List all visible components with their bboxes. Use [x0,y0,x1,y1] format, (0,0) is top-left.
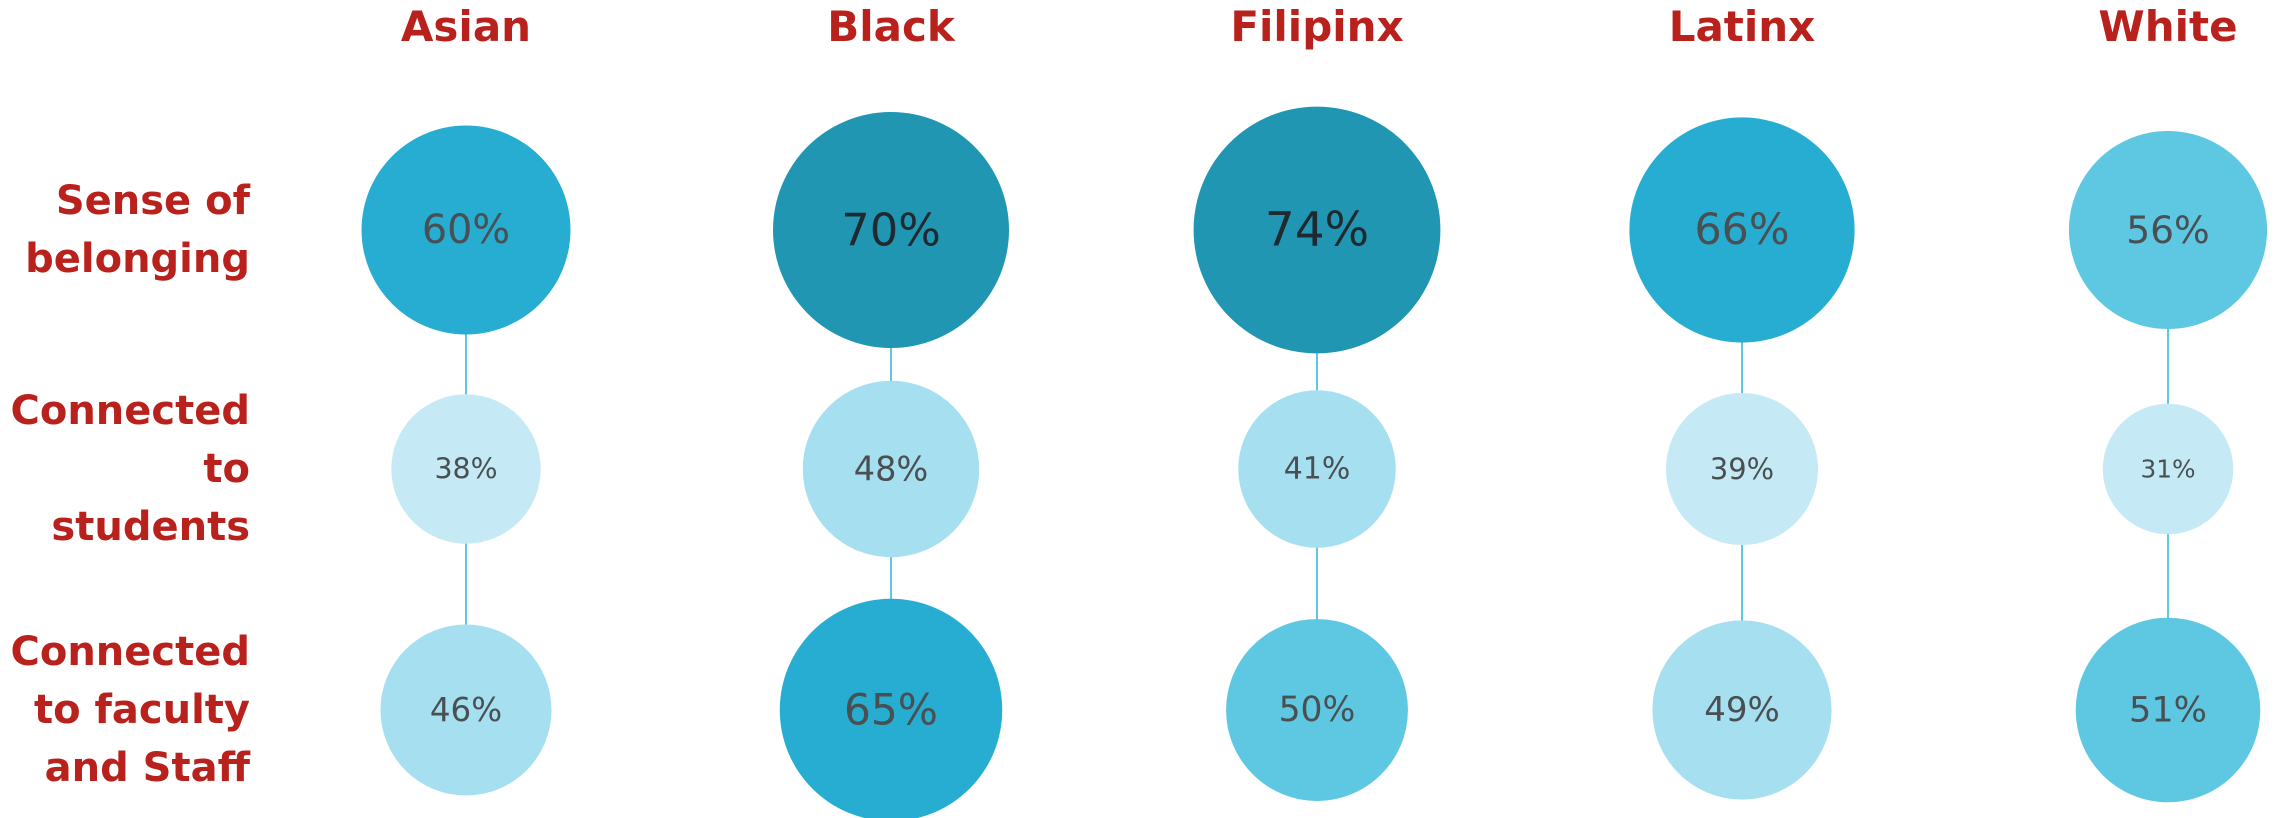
column-header: Filipinx [1230,2,1404,51]
bubble [802,380,980,558]
bubble [1629,117,1855,343]
bubble [2102,403,2234,535]
bubble [361,125,571,335]
value-label: 39% [1710,452,1774,486]
value-label: 74% [1265,203,1369,258]
column-header: Asian [400,2,532,51]
value-label: 50% [1279,690,1356,730]
value-label: 48% [854,450,928,489]
value-label: 31% [2140,455,2195,484]
bubble [380,624,552,796]
bubble [1238,390,1396,548]
bubble [391,394,541,544]
bubble [1652,620,1832,800]
value-label: 38% [434,453,497,486]
value-label: 66% [1694,205,1789,255]
bubble [2075,617,2261,803]
value-label: 49% [1704,690,1780,730]
value-label: 56% [2126,208,2210,252]
row-label: Sense of belonging [25,178,250,282]
bubble [2068,130,2268,330]
column-header: White [2098,2,2238,51]
bubble [772,111,1010,349]
row-label: Connected to faculty and Staff [10,629,250,791]
value-label: 51% [2129,690,2207,731]
value-label: 41% [1284,452,1350,487]
value-label: 46% [430,691,502,729]
value-label: 60% [422,207,510,253]
row-label: Connected to students [10,388,250,550]
bubble [779,598,1003,818]
bubble [1665,392,1819,546]
value-label: 70% [841,204,941,257]
column-header: Black [827,2,955,51]
bubble [1193,106,1441,354]
value-label: 65% [844,686,938,735]
column-header: Latinx [1668,2,1816,51]
bubble [1226,619,1408,801]
